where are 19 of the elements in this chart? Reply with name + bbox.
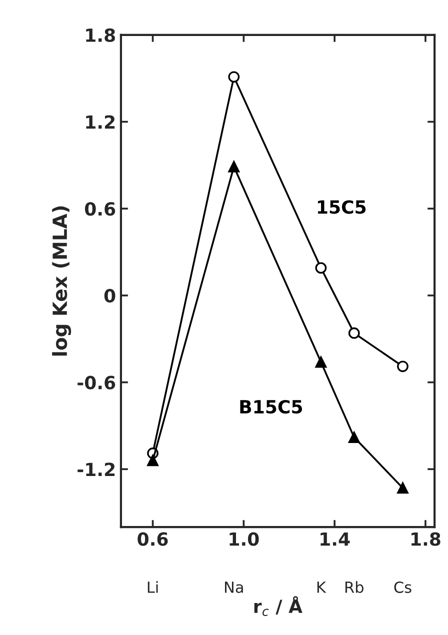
y-tick-label: -0.6 <box>78 376 116 390</box>
y-axis-title: log Kex (MLA) <box>52 206 72 356</box>
y-tick-label: 0 <box>104 288 116 303</box>
y-tick-label: 1.2 <box>86 115 115 129</box>
x-tick-label: 0.6 <box>138 532 168 546</box>
text: Li <box>148 581 158 593</box>
x-axis-title: r$_{c}$ / Å <box>254 596 302 616</box>
x-tick-label: 1.4 <box>320 532 350 546</box>
y-tick-label: 1.8 <box>86 28 115 42</box>
series-label: B15C5 <box>240 400 302 414</box>
text: Cs <box>394 581 412 594</box>
x-tick-label: 1.8 <box>412 532 440 546</box>
x-tick-label: 1.0 <box>230 532 259 546</box>
y-tick-label: 0.6 <box>84 202 116 216</box>
y-tick-label: -1.2 <box>78 462 115 476</box>
text: Rb <box>345 581 364 594</box>
text: Na <box>225 582 243 594</box>
series-label: 15C5 <box>318 200 366 214</box>
text: K <box>317 582 326 593</box>
